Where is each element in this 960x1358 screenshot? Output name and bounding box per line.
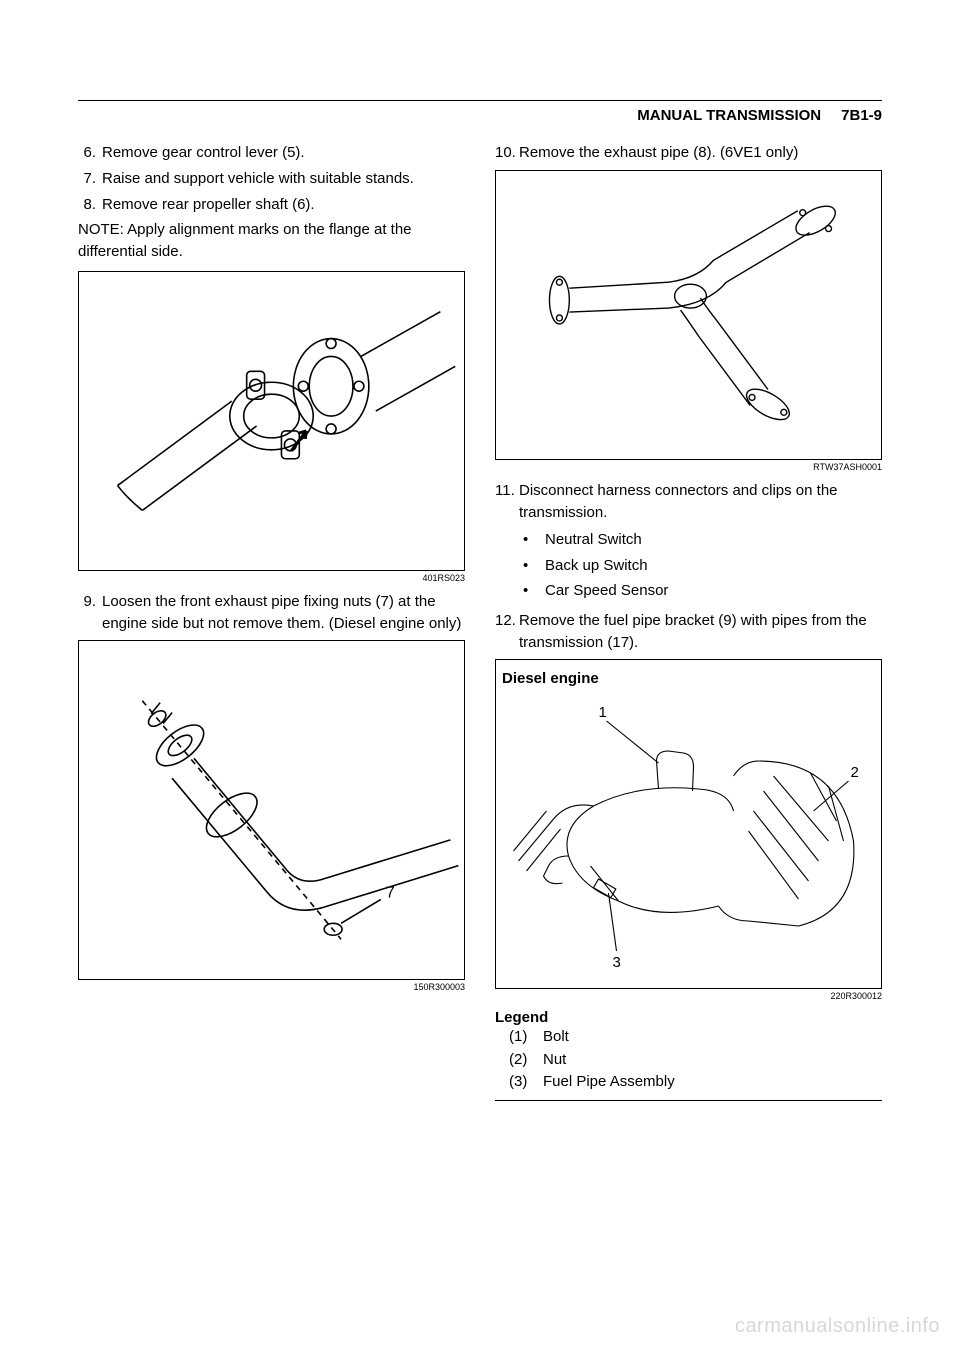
legend-title: Legend <box>495 1009 882 1026</box>
step: 11. Disconnect harness connectors and cl… <box>495 480 882 524</box>
legend-num: (1) <box>509 1026 543 1049</box>
step-text: Remove gear control lever (5). <box>102 142 465 164</box>
left-column: 6. Remove gear control lever (5). 7. Rai… <box>78 142 465 1101</box>
step: 9. Loosen the front exhaust pipe fixing … <box>78 591 465 635</box>
bullet-icon: • <box>523 578 545 604</box>
legend-text: Nut <box>543 1049 566 1072</box>
list-item: • Back up Switch <box>523 553 882 579</box>
bullet-list: • Neutral Switch • Back up Switch • Car … <box>523 527 882 604</box>
bullet-text: Back up Switch <box>545 553 648 579</box>
step-num: 6. <box>78 142 102 164</box>
diesel-transmission-icon: 1 2 3 <box>496 691 881 991</box>
right-column: 10. Remove the exhaust pipe (8). (6VE1 o… <box>495 142 882 1101</box>
figure-caption: 220R300012 <box>495 991 882 1001</box>
step-num: 7. <box>78 168 102 190</box>
step-num: 10. <box>495 142 519 164</box>
header-section: MANUAL TRANSMISSION <box>637 107 821 124</box>
figure-caption: 150R300003 <box>78 982 465 992</box>
figure-label: 7 <box>386 885 395 902</box>
step-num: 11. <box>495 480 519 524</box>
exhaust-6ve1-icon <box>496 171 881 459</box>
step: 10. Remove the exhaust pipe (8). (6VE1 o… <box>495 142 882 164</box>
legend-num: (3) <box>509 1071 543 1094</box>
legend-item: (1) Bolt <box>509 1026 882 1049</box>
watermark: carmanualsonline.info <box>735 1315 940 1338</box>
step-text: Remove the fuel pipe bracket (9) with pi… <box>519 610 882 654</box>
figure-label: 3 <box>613 954 621 971</box>
step-text: Remove the exhaust pipe (8). (6VE1 only) <box>519 142 882 164</box>
list-item: • Neutral Switch <box>523 527 882 553</box>
legend-rule <box>495 1100 882 1101</box>
bullet-icon: • <box>523 553 545 579</box>
header-page: 7B1-9 <box>841 107 882 124</box>
figure-caption: RTW37ASH0001 <box>495 462 882 472</box>
step: 12. Remove the fuel pipe bracket (9) wit… <box>495 610 882 654</box>
bullet-text: Neutral Switch <box>545 527 642 553</box>
figure-label: 1 <box>599 704 607 721</box>
step-text: Remove rear propeller shaft (6). <box>102 194 465 216</box>
figure-front-exhaust: 7 <box>78 640 465 980</box>
figure-exhaust-6ve1 <box>495 170 882 460</box>
figure-propeller-shaft <box>78 271 465 571</box>
step-text: Loosen the front exhaust pipe fixing nut… <box>102 591 465 635</box>
header-rule <box>78 100 882 101</box>
legend-text: Bolt <box>543 1026 569 1049</box>
header-row: MANUAL TRANSMISSION 7B1-9 <box>78 107 882 124</box>
step: 7. Raise and support vehicle with suitab… <box>78 168 465 190</box>
propeller-shaft-icon <box>79 272 464 570</box>
step-num: 12. <box>495 610 519 654</box>
figure-diesel-transmission: Diesel engine <box>495 659 882 989</box>
step-text: Disconnect harness connectors and clips … <box>519 480 882 524</box>
bullet-text: Car Speed Sensor <box>545 578 668 604</box>
step-num: 9. <box>78 591 102 635</box>
note-text: NOTE: Apply alignment marks on the flang… <box>78 219 465 263</box>
legend-item: (2) Nut <box>509 1049 882 1072</box>
step-num: 8. <box>78 194 102 216</box>
figure-label: 2 <box>851 764 859 781</box>
legend-num: (2) <box>509 1049 543 1072</box>
columns: 6. Remove gear control lever (5). 7. Rai… <box>78 142 882 1101</box>
bullet-icon: • <box>523 527 545 553</box>
figure-caption: 401RS023 <box>78 573 465 583</box>
front-exhaust-icon: 7 <box>79 641 464 979</box>
legend-text: Fuel Pipe Assembly <box>543 1071 675 1094</box>
step-text: Raise and support vehicle with suitable … <box>102 168 465 190</box>
list-item: • Car Speed Sensor <box>523 578 882 604</box>
step: 6. Remove gear control lever (5). <box>78 142 465 164</box>
figure-title: Diesel engine <box>502 670 881 687</box>
legend-item: (3) Fuel Pipe Assembly <box>509 1071 882 1094</box>
step: 8. Remove rear propeller shaft (6). <box>78 194 465 216</box>
page: MANUAL TRANSMISSION 7B1-9 6. Remove gear… <box>0 0 960 1358</box>
